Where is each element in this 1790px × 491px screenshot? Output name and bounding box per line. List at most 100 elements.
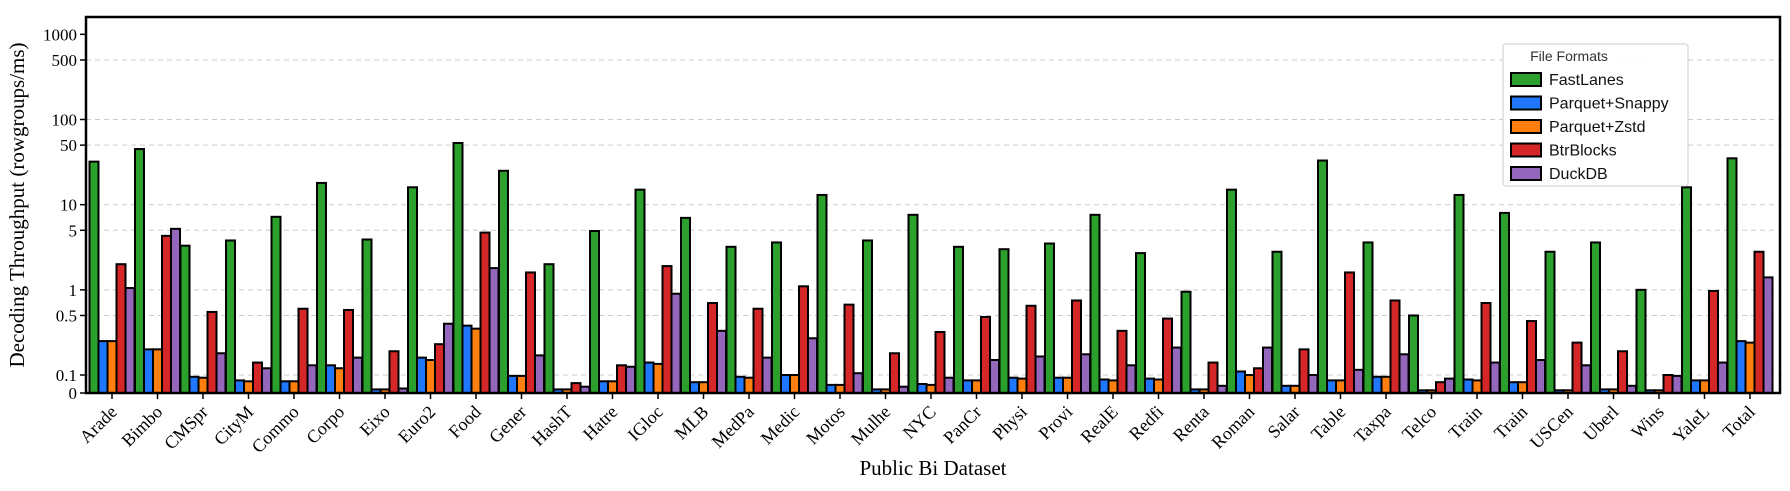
bar-fastlanes [1590,241,1601,394]
bar-parquet-snappy [1462,378,1474,394]
bar-fastlanes [225,239,236,394]
x-tick-label: Total [1719,402,1759,442]
bar-parquet-zstd [1744,341,1756,394]
bar-fastlanes [1271,250,1283,394]
x-tick-label: Motos [802,402,849,449]
bar-duckdb [943,376,955,395]
bar-fastlanes [1180,290,1192,395]
legend-swatch [1510,119,1542,134]
x-tick-label: HashT [528,402,576,450]
bar-fastlanes [498,169,509,394]
bar-btrblocks [1025,304,1037,394]
bar-fastlanes [316,181,327,394]
bar-parquet-snappy [689,381,700,395]
bar-fastlanes [1453,193,1465,394]
bar-parquet-zstd [288,380,300,394]
bar-parquet-zstd [652,362,664,394]
bar-btrblocks [1162,317,1173,394]
bar-btrblocks [616,364,627,394]
x-tick-label: NYC [899,402,940,443]
legend-label: Parquet+Zstd [1549,119,1646,136]
bar-duckdb [716,329,727,394]
bar-btrblocks [570,382,582,395]
y-tick-label: 100 [52,111,78,130]
x-tick-label: Physi [988,402,1030,444]
bar-fastlanes [1681,186,1692,394]
x-tick-label: Train [1445,402,1486,443]
x-tick-label: Commo [248,402,303,457]
x-tick-label: MedPa [708,402,758,452]
legend-swatch [1510,166,1542,181]
x-tick-label: Telco [1398,402,1440,444]
bar-parquet-snappy [780,374,791,394]
bar-parquet-snappy [1735,340,1747,394]
plot-frame [84,15,1782,395]
bar-fastlanes [907,213,919,394]
bar-btrblocks [479,231,491,394]
bar-btrblocks [206,310,218,395]
bar-duckdb [1762,276,1774,395]
bar-fastlanes [1362,241,1374,394]
bar-btrblocks [1389,299,1401,394]
bar-parquet-snappy [416,356,427,394]
x-tick-label: Table [1307,402,1349,444]
x-tick-label: Wins [1627,402,1668,443]
bar-btrblocks [1753,250,1765,394]
bar-btrblocks [343,308,354,395]
bar-fastlanes [1089,213,1101,394]
bar-fastlanes [1044,242,1055,394]
y-axis-label: Decoding Throughput (rowgroups/ms) [5,42,29,367]
y-tick-label: 0.5 [56,306,77,325]
bar-duckdb [124,287,136,394]
legend-swatch [1510,142,1542,158]
y-tick-label: 1000 [43,25,77,44]
bar-duckdb [670,292,682,395]
bar-parquet-snappy [1007,376,1019,395]
bar-parquet-snappy [1371,375,1383,394]
x-tick-label: PanCr [939,402,985,448]
bar-fastlanes [1499,211,1510,394]
bar-parquet-zstd [334,367,345,395]
legend-swatch [1510,95,1542,111]
bar-fastlanes [134,148,145,394]
bar-parquet-snappy [279,380,291,394]
y-tick-label: 500 [52,51,78,70]
bar-parquet-snappy [962,379,973,394]
bar-fastlanes [725,245,737,394]
bar-parquet-snappy [507,374,518,394]
bar-fastlanes [771,241,782,394]
legend-label: Parquet+Snappy [1549,96,1669,113]
bar-duckdb [1535,359,1546,394]
y-tick-label: 0.1 [56,366,77,385]
x-tick-label: Uberl [1579,402,1622,445]
x-tick-label: IGloc [624,402,667,445]
bar-parquet-zstd [425,359,436,394]
bar-btrblocks [1344,271,1355,395]
bar-fastlanes [862,239,873,394]
bar-parquet-zstd [1517,381,1528,395]
bar-fastlanes [634,188,646,394]
bar-fastlanes [452,141,464,394]
bar-parquet-zstd [516,374,527,394]
bar-parquet-snappy [1053,376,1064,395]
legend-swatch [1510,72,1542,87]
bar-btrblocks [525,271,536,395]
bar-fastlanes [998,248,1010,394]
bar-btrblocks [661,265,673,394]
bar-parquet-zstd [470,327,482,394]
bar-fastlanes [1408,314,1419,394]
bar-parquet-snappy [1235,370,1246,395]
legend-box [1502,43,1689,187]
bar-btrblocks [434,343,445,395]
bar-parquet-zstd [152,348,163,394]
bar-parquet-zstd [607,380,618,394]
x-tick-label: MLB [671,402,713,444]
bar-parquet-snappy [1326,379,1337,394]
bar-parquet-zstd [1335,379,1346,394]
bar-duckdb [488,267,500,394]
x-tick-label: Bimbo [118,402,167,451]
bar-parquet-zstd [243,380,254,394]
bar-duckdb [1307,374,1319,394]
bar-fastlanes [953,245,964,394]
